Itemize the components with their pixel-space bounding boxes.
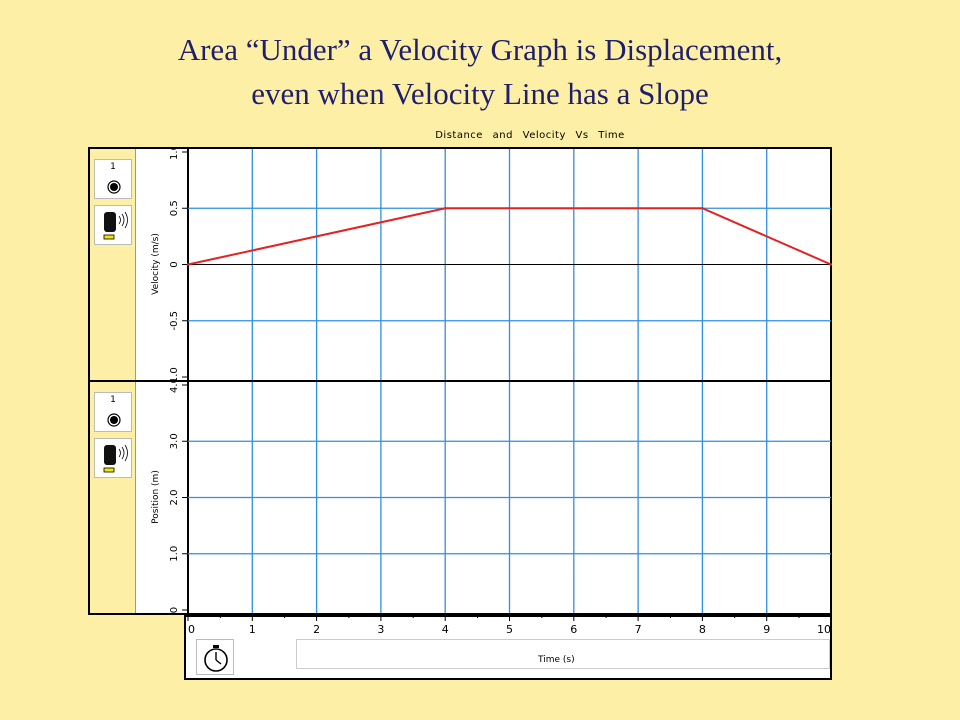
position-panel: 1 Position (m) 4.0 3.0 2.0 1.0 0 [88, 380, 832, 615]
velocity-sensor-number: 1 [110, 162, 116, 172]
velocity-y-tick-label: -1.0 [169, 367, 180, 380]
velocity-y-tick-label: 1.0 [169, 149, 180, 160]
chart-title: Distance and Velocity Vs Time [435, 130, 625, 141]
time-axis: 0 1 2 3 4 5 6 7 8 9 10 [186, 615, 830, 636]
time-axis-label: Time (s) [538, 655, 575, 665]
position-plot: 4.0 3.0 2.0 1.0 0 [169, 382, 831, 613]
time-x-tick-label: 4 [442, 623, 449, 636]
position-y-tick-label: 3.0 [169, 433, 180, 449]
velocity-data-point [829, 263, 832, 266]
position-motion-detector[interactable] [94, 438, 132, 478]
time-x-tick-label: 0 [188, 623, 195, 636]
velocity-y-tick-label: 0 [169, 261, 180, 267]
time-x-tick-label: 8 [699, 623, 706, 636]
position-y-tick-label: 0 [169, 607, 180, 613]
stopwatch-icon [204, 645, 228, 672]
slide-title: Area “Under” a Velocity Graph is Displac… [0, 28, 960, 116]
position-sensor-number: 1 [110, 395, 116, 405]
velocity-record-toggle[interactable]: 1 [94, 159, 132, 199]
velocity-y-tick-label: 0.5 [169, 200, 180, 216]
velocity-y-tick-label: -0.5 [169, 311, 180, 331]
position-sensor-strip: 1 [90, 382, 136, 613]
time-x-tick-label: 7 [635, 623, 642, 636]
velocity-plot: 1.0 0.5 0 -0.5 -1.0 [169, 149, 832, 380]
slide-title-line2: even when Velocity Line has a Slope [251, 76, 709, 111]
time-x-tick-label: 10 [817, 623, 830, 636]
velocity-data-point [701, 207, 704, 210]
position-y-tick-label: 1.0 [169, 546, 180, 562]
position-record-toggle[interactable]: 1 [94, 392, 132, 432]
time-axis-panel: 0 1 2 3 4 5 6 7 8 9 10 Time (s) [184, 613, 832, 680]
velocity-motion-detector[interactable] [94, 205, 132, 245]
record-icon [107, 413, 121, 427]
velocity-sensor-strip: 1 [90, 149, 136, 380]
time-x-tick-label: 6 [570, 623, 577, 636]
time-x-tick-label: 9 [763, 623, 770, 636]
time-x-tick-label: 5 [506, 623, 513, 636]
time-x-tick-label: 2 [313, 623, 320, 636]
velocity-data-point [444, 207, 447, 210]
time-x-tick-label: 3 [377, 623, 384, 636]
motion-detector-icon [103, 211, 128, 240]
time-x-tick-label: 1 [249, 623, 256, 636]
position-y-tick-label: 4.0 [169, 382, 180, 393]
record-icon [107, 180, 121, 194]
stopwatch-button[interactable] [196, 639, 234, 675]
motion-detector-icon [103, 444, 128, 473]
velocity-panel: 1 Velocity (m/s) 1.0 0.5 0 -0.5 -1.0 [88, 147, 832, 382]
slide-title-line1: Area “Under” a Velocity Graph is Displac… [177, 32, 783, 67]
position-y-tick-label: 2.0 [169, 490, 180, 506]
velocity-series-line [187, 207, 832, 266]
time-label-box [296, 639, 830, 669]
velocity-data-point [186, 263, 190, 266]
